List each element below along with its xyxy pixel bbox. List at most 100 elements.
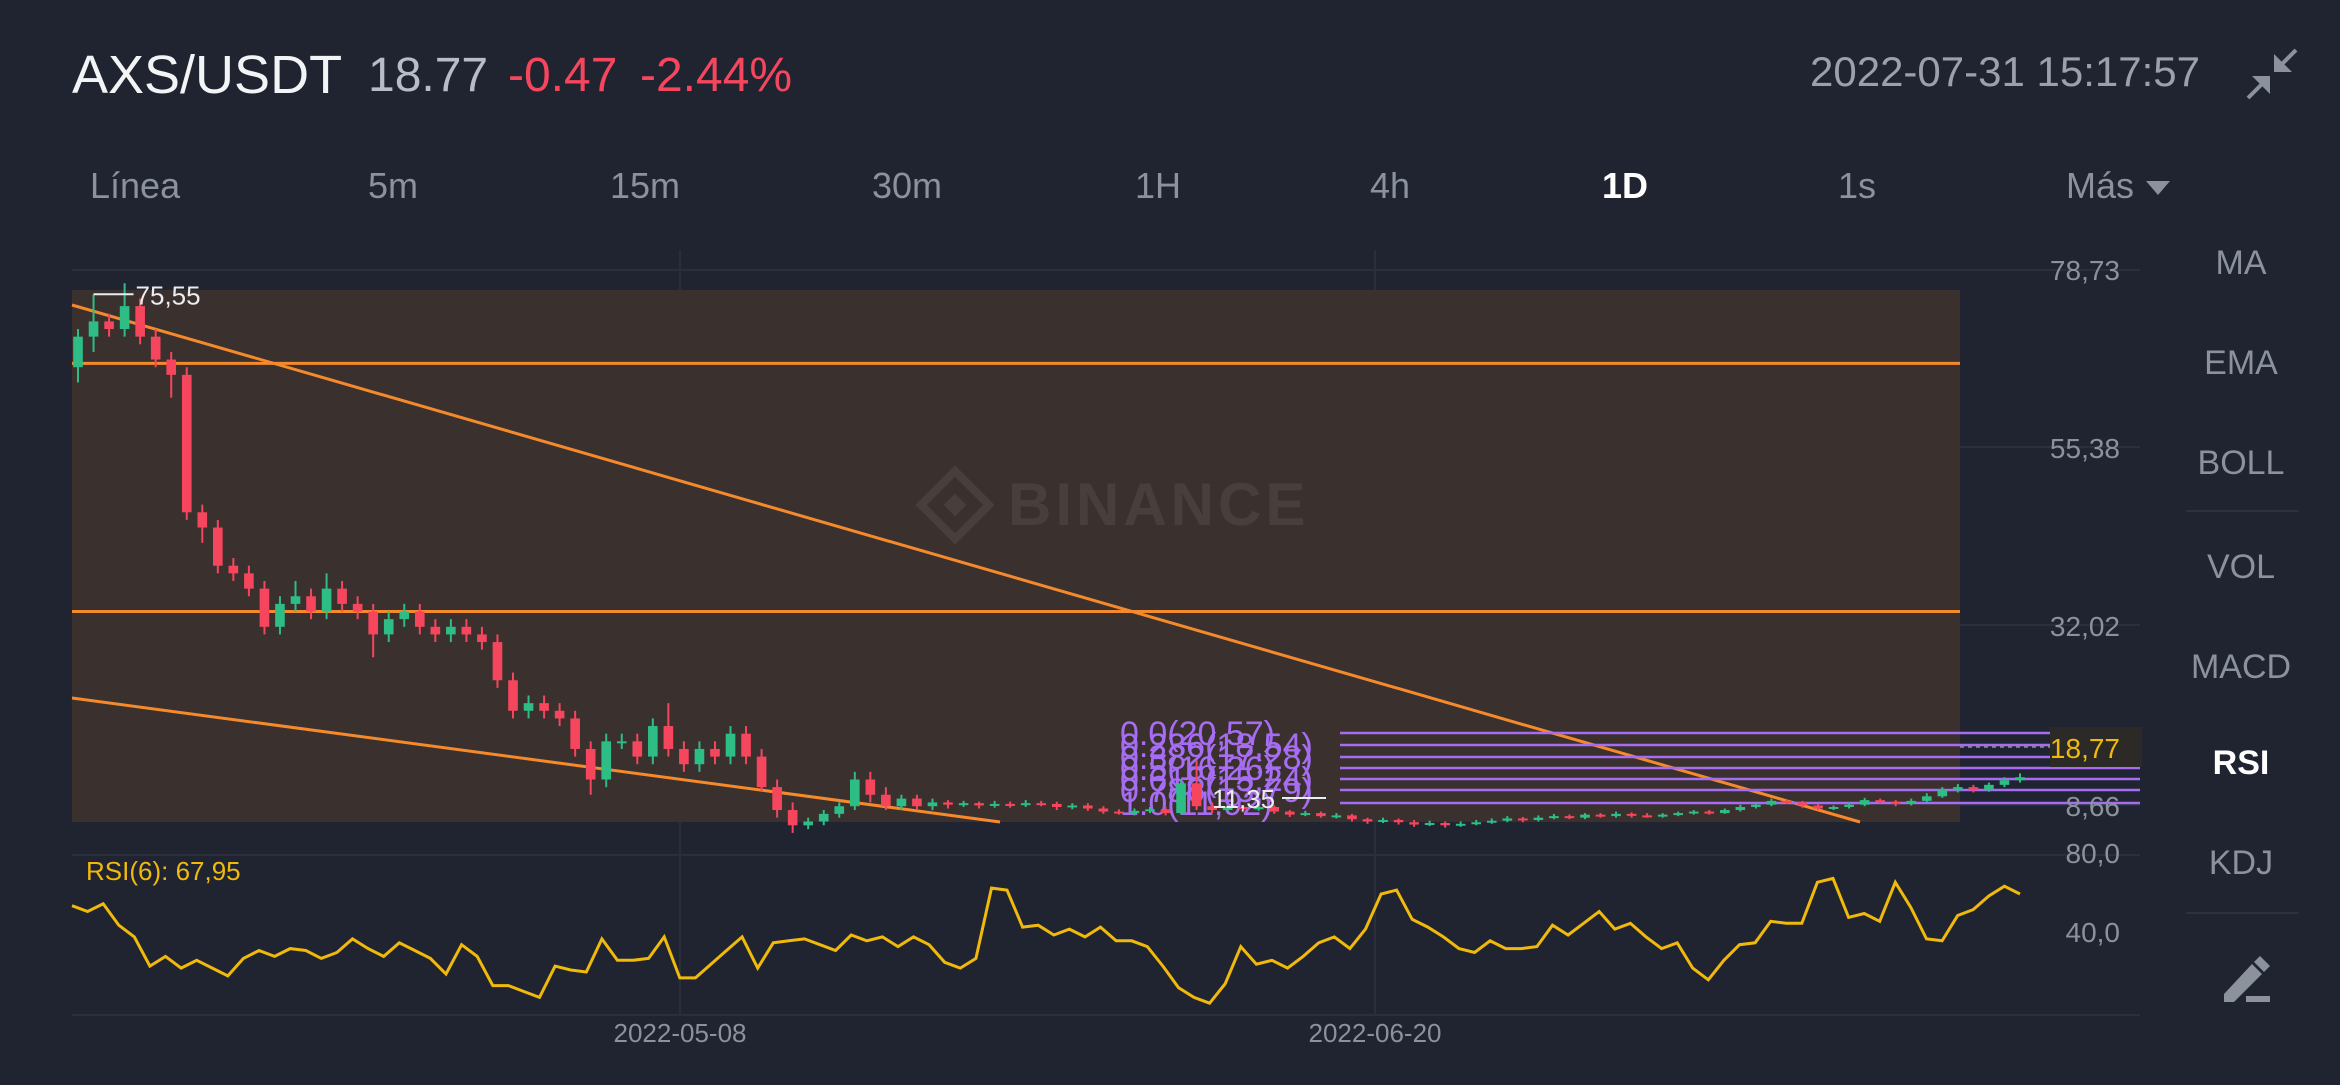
indicator-divider [2186,912,2298,914]
last-price-label: 18,77 [2050,733,2120,764]
candle [772,787,782,811]
date-label: 2022-06-20 [1309,1018,1442,1048]
low-marker: 11,35 [1212,784,1275,814]
indicator-vol[interactable]: VOL [2206,548,2276,586]
candle [1114,811,1124,814]
candle [2015,777,2025,781]
candle [461,626,472,635]
chart-area[interactable]: BINANCE 0.0(20,57) 0.236(18,54) 0.382(17,2… [0,0,2200,1085]
tab-more-label: Más [2066,165,2135,206]
pair-title[interactable]: AXS/USDT [72,45,343,105]
tab-1h[interactable]: 1H [1135,165,1182,206]
candle [1813,805,1823,809]
trend-line [71,303,1861,824]
candle [616,741,627,744]
candle [1549,816,1559,819]
candle [1207,806,1217,811]
candle [663,726,674,749]
candle [818,813,829,822]
tab-more[interactable]: Más [2066,165,2171,207]
price-chart[interactable]: BINANCE 0.0(20,57)0.236(18,54)0.382(17,2… [0,0,2200,1080]
indicator-ema[interactable]: EMA [2204,344,2278,382]
indicator-kdj[interactable]: KDJ [2208,844,2274,882]
candle [1797,802,1808,806]
candle [1083,805,1093,809]
candle [1036,803,1047,806]
candle [213,527,223,566]
indicator-macd[interactable]: MACD [2190,648,2292,686]
candle [73,336,83,368]
pencil-ruler-icon[interactable] [2218,950,2274,1006]
candle [1160,809,1171,814]
candle [1145,809,1155,812]
indicator-boll[interactable]: BOLL [2197,444,2285,482]
candle [337,588,347,604]
candle [554,710,565,719]
candle [1269,806,1280,812]
binance-watermark: BINANCE [915,465,1305,545]
candle [523,703,534,711]
candle [1440,823,1450,826]
collapse-icon[interactable] [2244,46,2300,102]
candle [1316,813,1326,817]
candle [383,619,394,635]
tab-5m[interactable]: 5m [368,165,419,206]
candle [1533,817,1544,820]
candle [1673,813,1684,816]
last-price: 18.77 [368,49,489,102]
candle [1921,796,1932,801]
candle [1284,811,1295,815]
price-axis-label: 78,73 [2050,255,2120,286]
candle [1098,808,1109,812]
tab-1d[interactable]: 1D [1602,165,1649,206]
candle [430,626,441,635]
price-change-percent: -2.44% [640,49,793,102]
candle [1828,806,1839,809]
candle [1486,820,1497,823]
candle [1051,803,1062,807]
candle [1906,800,1917,804]
candle [539,703,549,711]
tab-30m[interactable]: 30m [872,165,943,206]
candle [119,306,130,330]
candle [570,718,580,749]
date-label: 2022-05-08 [614,1018,747,1048]
candle [1595,814,1606,817]
candle [399,611,410,620]
candle [648,726,658,757]
candle [834,806,845,814]
candle [1020,803,1031,806]
candle [787,810,798,826]
candle [1968,787,1979,791]
tab-1s[interactable]: 1s [1838,165,1877,206]
indicator-rsi[interactable]: RSI [2212,744,2270,782]
rsi-label: RSI(6): 67,95 [86,856,241,886]
candle [275,603,285,627]
indicator-ma[interactable]: MA [2215,244,2267,282]
candle [1222,806,1233,811]
candle [1347,815,1357,820]
candle [1424,823,1435,826]
candle [1580,814,1590,818]
candle [1999,780,2010,785]
candle [414,611,425,627]
timestamp: 2022-07-31 15:17:57 [1810,48,2200,95]
candle [1409,822,1419,825]
candle [1657,814,1668,817]
indicator-divider [2186,510,2298,512]
candle [679,748,689,765]
tab-4h[interactable]: 4h [1370,165,1411,206]
candle [259,588,270,627]
tab-line[interactable]: Línea [90,165,181,206]
candle [958,803,969,806]
candle [896,798,907,807]
candle [1564,816,1575,819]
candle [989,803,1000,806]
candle [974,803,984,806]
tab-15m[interactable]: 15m [610,165,681,206]
candle [321,588,332,612]
candle [912,798,922,807]
candle [1191,783,1202,807]
candle [306,596,316,612]
candle [1005,803,1015,806]
